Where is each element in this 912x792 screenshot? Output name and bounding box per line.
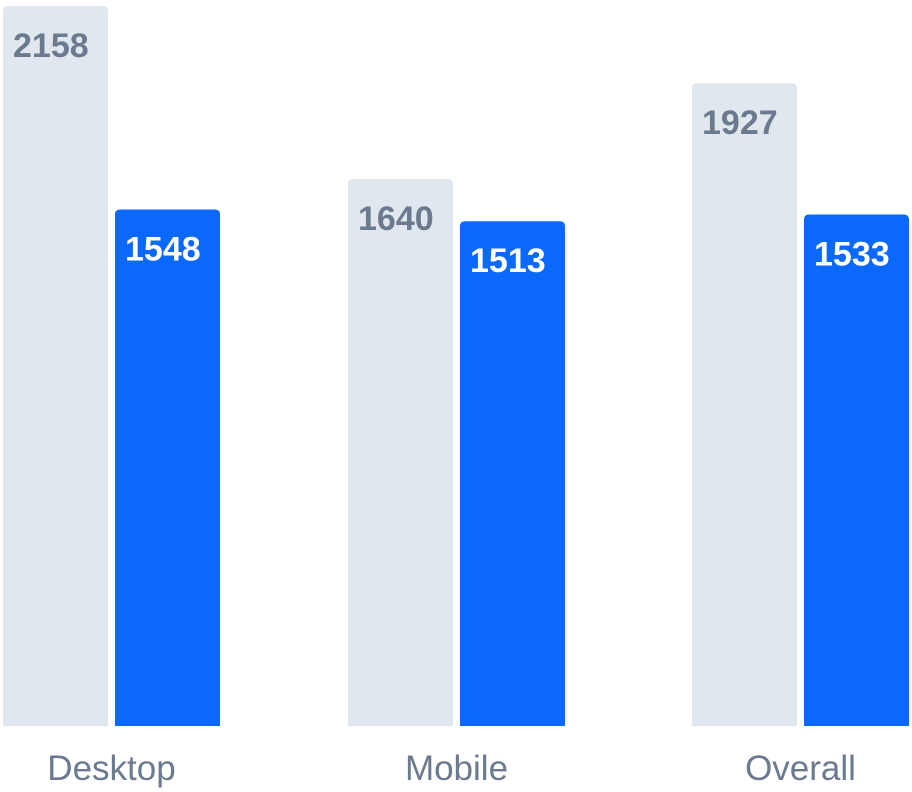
category-label-overall: Overall [745,749,856,788]
bar-overall-series-1 [692,83,797,727]
data-label-desktop-series-1: 2158 [13,27,89,65]
bar-desktop-series-2 [115,209,220,726]
bar-desktop-series-1 [3,6,108,726]
category-label-desktop: Desktop [47,749,175,788]
bar-mobile-series-2 [460,221,565,726]
data-label-mobile-series-2: 1513 [470,242,546,280]
bar-overall-series-2 [804,214,909,726]
data-label-overall-series-1: 1927 [702,104,778,142]
data-label-mobile-series-1: 1640 [358,200,434,238]
data-label-overall-series-2: 1533 [814,236,890,274]
category-label-mobile: Mobile [405,749,508,788]
bar-mobile-series-1 [348,178,453,727]
data-label-desktop-series-2: 1548 [125,231,201,269]
